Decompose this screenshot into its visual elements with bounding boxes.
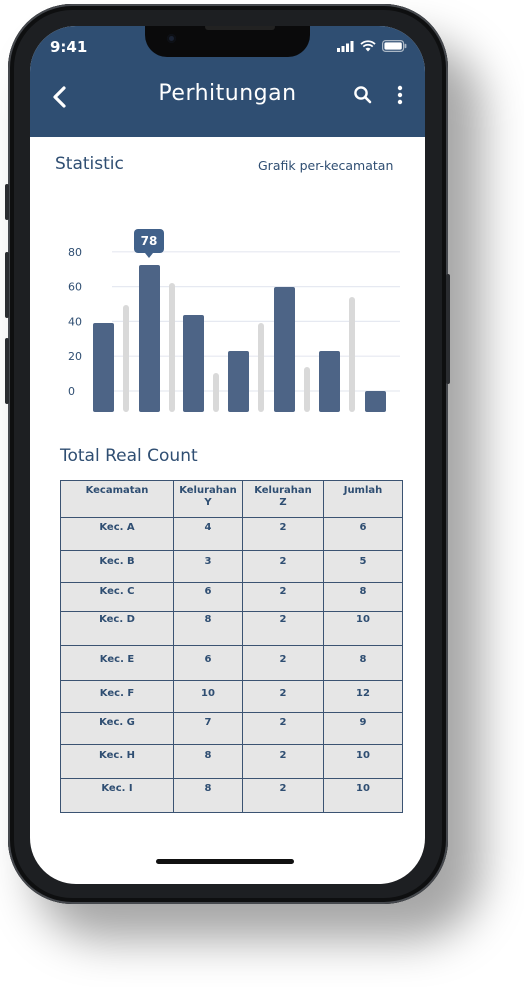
cell-kelurahan-z: 2 <box>242 645 324 681</box>
bar-secondary[interactable] <box>213 373 219 412</box>
bar-primary[interactable] <box>139 265 160 412</box>
notch <box>145 26 310 57</box>
cell-kelurahan-y: 7 <box>173 712 243 745</box>
bar-chart-svg: 806040200ABCDEFG <box>68 246 400 437</box>
col-header-jumlah: Jumlah <box>323 480 403 518</box>
col-header-kelurahan-y-text: Kelurahan Y <box>179 485 237 508</box>
cell-kelurahan-z: 2 <box>242 517 324 551</box>
cell-kelurahan-y: 3 <box>173 550 243 583</box>
cell-kecamatan: Kec. H <box>60 744 174 779</box>
table-header-row: Kecamatan Kelurahan Y Kelurahan Z Jumlah <box>60 480 403 518</box>
table-row: Kec. D 8 2 10 <box>60 611 403 646</box>
bar-primary[interactable] <box>93 323 114 412</box>
cell-kelurahan-y: 6 <box>173 645 243 681</box>
bar-primary[interactable] <box>274 287 295 412</box>
statistic-title: Statistic <box>55 154 124 174</box>
table-row: Kec. F 10 2 12 <box>60 680 403 713</box>
cell-jumlah: 10 <box>323 778 403 813</box>
speaker-grille <box>205 26 275 30</box>
cell-kecamatan: Kec. D <box>60 611 174 646</box>
bar-primary[interactable] <box>365 391 386 412</box>
cell-kecamatan: Kec. A <box>60 517 174 551</box>
cell-kecamatan: Kec. I <box>60 778 174 813</box>
col-header-kelurahan-z: Kelurahan Z <box>242 480 324 518</box>
cell-jumlah: 10 <box>323 611 403 646</box>
battery-icon <box>382 40 407 52</box>
cell-jumlah: 6 <box>323 517 403 551</box>
phone-screen: 9:41 Perhitungan <box>30 26 425 884</box>
cell-kelurahan-z: 2 <box>242 744 324 779</box>
table-body: Kec. A 4 2 6 Kec. B 3 2 5 Kec. C 6 2 8 Kec. D 8 2 10 Kec… <box>60 517 403 813</box>
status-time: 9:41 <box>50 38 88 56</box>
cell-jumlah: 9 <box>323 712 403 745</box>
cell-jumlah: 10 <box>323 744 403 779</box>
cell-kecamatan: Kec. C <box>60 582 174 612</box>
bar-primary[interactable] <box>228 351 249 412</box>
cell-kelurahan-y: 8 <box>173 778 243 813</box>
cell-kecamatan: Kec. G <box>60 712 174 745</box>
cell-kecamatan: Kec. E <box>60 645 174 681</box>
col-header-kelurahan-y: Kelurahan Y <box>173 480 243 518</box>
chevron-left-icon <box>53 86 66 108</box>
cell-kelurahan-z: 2 <box>242 712 324 745</box>
bar-secondary[interactable] <box>258 323 264 412</box>
statistic-subtitle: Grafik per-kecamatan <box>258 158 394 173</box>
signal-icon <box>337 40 354 52</box>
cell-kelurahan-y: 10 <box>173 680 243 713</box>
cell-jumlah: 5 <box>323 550 403 583</box>
search-icon <box>354 86 372 104</box>
cell-kelurahan-z: 2 <box>242 778 324 813</box>
more-vertical-icon <box>397 85 403 105</box>
cell-kelurahan-z: 2 <box>242 582 324 612</box>
bar-chart: 806040200ABCDEFG 78 <box>50 194 400 437</box>
col-header-kelurahan-z-text: Kelurahan Z <box>254 485 312 508</box>
bar-primary[interactable] <box>319 351 340 412</box>
bar-primary[interactable] <box>183 315 204 412</box>
volume-up-button <box>5 252 9 318</box>
cell-kelurahan-y: 8 <box>173 744 243 779</box>
more-options-button[interactable] <box>392 84 408 106</box>
bar-secondary[interactable] <box>123 305 129 412</box>
back-button[interactable] <box>48 82 74 112</box>
search-button[interactable] <box>352 84 374 106</box>
col-header-kecamatan: Kecamatan <box>60 480 174 518</box>
y-tick-label: 60 <box>68 281 82 294</box>
power-button <box>446 274 450 384</box>
cell-kelurahan-z: 2 <box>242 550 324 583</box>
table-title: Total Real Count <box>60 446 198 466</box>
bar-secondary[interactable] <box>304 367 310 412</box>
real-count-table: Kecamatan Kelurahan Y Kelurahan Z Jumlah… <box>60 480 403 813</box>
bar-secondary[interactable] <box>349 297 355 412</box>
page-title: Perhitungan <box>158 81 297 106</box>
y-tick-label: 20 <box>68 350 82 363</box>
cell-kelurahan-y: 6 <box>173 582 243 612</box>
table-row: Kec. H 8 2 10 <box>60 744 403 779</box>
y-tick-label: 0 <box>68 385 75 398</box>
mute-switch <box>5 184 9 220</box>
cell-jumlah: 12 <box>323 680 403 713</box>
cell-kelurahan-z: 2 <box>242 680 324 713</box>
cell-jumlah: 8 <box>323 582 403 612</box>
y-tick-label: 40 <box>68 315 82 328</box>
y-tick-label: 80 <box>68 246 82 259</box>
table-row: Kec. I 8 2 10 <box>60 778 403 813</box>
cell-kecamatan: Kec. F <box>60 680 174 713</box>
wifi-icon <box>360 40 376 52</box>
chart-tooltip: 78 <box>134 229 164 258</box>
status-icons <box>337 40 407 52</box>
cell-kelurahan-z: 2 <box>242 611 324 646</box>
cell-kecamatan: Kec. B <box>60 550 174 583</box>
cell-kelurahan-y: 8 <box>173 611 243 646</box>
camera-icon <box>167 34 176 43</box>
home-indicator[interactable] <box>156 859 294 864</box>
cell-kelurahan-y: 4 <box>173 517 243 551</box>
bar-secondary[interactable] <box>169 283 175 412</box>
volume-down-button <box>5 338 9 404</box>
cell-jumlah: 8 <box>323 645 403 681</box>
